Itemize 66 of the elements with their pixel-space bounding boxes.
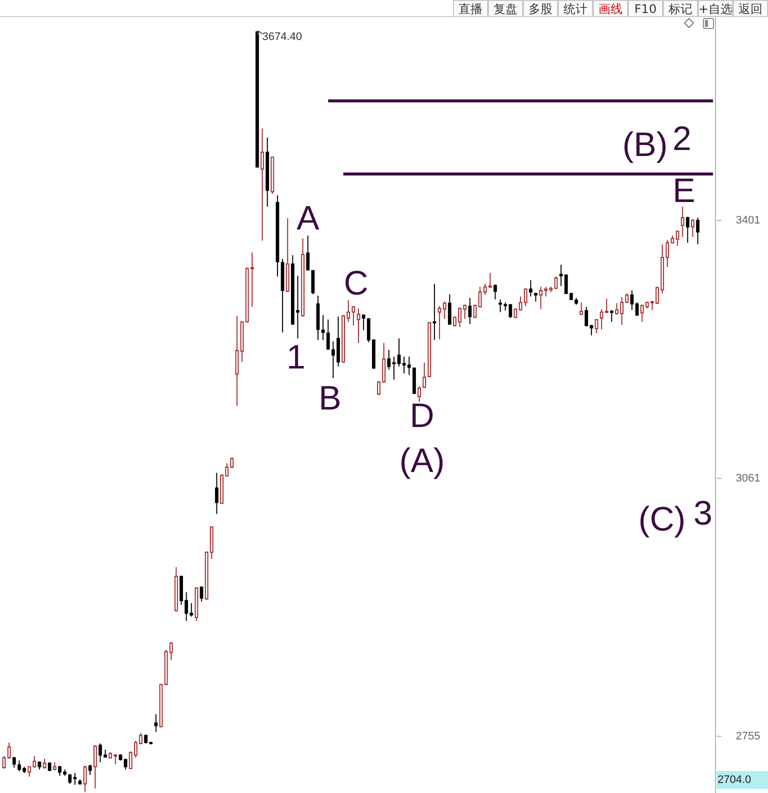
annotation: 标记 bbox=[668, 2, 692, 16]
annotation: A bbox=[296, 200, 320, 238]
y-tick-label: 3401 bbox=[736, 214, 760, 226]
candlestick bbox=[7, 742, 11, 760]
toolbar-button: 画线 bbox=[593, 0, 628, 17]
candlestick bbox=[696, 217, 700, 245]
toolbar-button: 返回 bbox=[733, 0, 768, 17]
candlestick bbox=[83, 765, 87, 793]
annotation: (B) bbox=[622, 126, 668, 164]
candlestick bbox=[528, 280, 532, 297]
candlestick bbox=[686, 216, 690, 244]
candlestick bbox=[478, 286, 482, 308]
candlestick bbox=[630, 290, 634, 310]
candlestick bbox=[518, 296, 522, 312]
toolbar-button: 直播 bbox=[453, 0, 488, 17]
candlestick bbox=[524, 288, 528, 307]
candlestick bbox=[88, 764, 92, 776]
candlestick bbox=[215, 472, 218, 514]
candlestick bbox=[494, 284, 497, 300]
candlestick bbox=[676, 230, 680, 246]
annotation: 直播 bbox=[458, 2, 482, 16]
annotation: 统计 bbox=[564, 2, 588, 16]
annotation: F10 bbox=[634, 2, 657, 16]
candlestick bbox=[93, 744, 97, 789]
candlestick bbox=[397, 338, 401, 368]
candlestick bbox=[554, 276, 558, 290]
annotation: D bbox=[410, 397, 434, 435]
toolbar-button: +自选 bbox=[698, 0, 733, 17]
toolbar-button: 复盘 bbox=[488, 0, 523, 17]
candlestick bbox=[42, 758, 46, 770]
annotation: B bbox=[318, 380, 342, 418]
candlestick bbox=[610, 309, 614, 322]
y-tick-label: 2755 bbox=[736, 730, 760, 742]
annotation: 复盘 bbox=[494, 2, 518, 16]
candlestick bbox=[362, 314, 366, 331]
annotation: 2 bbox=[672, 120, 692, 158]
candlestick bbox=[154, 714, 158, 732]
annotation: C bbox=[344, 264, 368, 302]
annotation: 多股 bbox=[528, 2, 552, 16]
candlestick bbox=[691, 218, 694, 238]
annotation: 画线 bbox=[598, 2, 622, 16]
candlestick bbox=[594, 319, 598, 334]
candlestick bbox=[448, 294, 452, 326]
candlestick bbox=[124, 758, 128, 770]
toolbar-button: 标记 bbox=[663, 0, 698, 17]
candlestick bbox=[580, 302, 584, 316]
annotation: 3 bbox=[694, 494, 712, 532]
annotation: (C) bbox=[638, 500, 686, 538]
y-tick-label: 3061 bbox=[736, 472, 760, 484]
candlestick bbox=[200, 586, 204, 602]
toolbar-button: 统计 bbox=[558, 0, 593, 17]
candlestick bbox=[680, 206, 684, 238]
annotation: 3674.40 bbox=[262, 31, 302, 44]
candlestick bbox=[468, 297, 472, 325]
annotation: (A) bbox=[399, 442, 445, 480]
text: 2704.0 bbox=[718, 774, 752, 786]
toolbar-button: F10 bbox=[628, 0, 663, 17]
candlestick bbox=[432, 283, 436, 340]
candlestick bbox=[12, 756, 16, 768]
candlestick bbox=[442, 301, 446, 320]
candlestick bbox=[473, 304, 477, 319]
annotation: 1 bbox=[286, 338, 306, 376]
candlestick bbox=[438, 306, 442, 340]
toolbar-button: 多股 bbox=[523, 0, 558, 17]
candlestick bbox=[260, 128, 264, 242]
annotation: E bbox=[672, 172, 696, 210]
